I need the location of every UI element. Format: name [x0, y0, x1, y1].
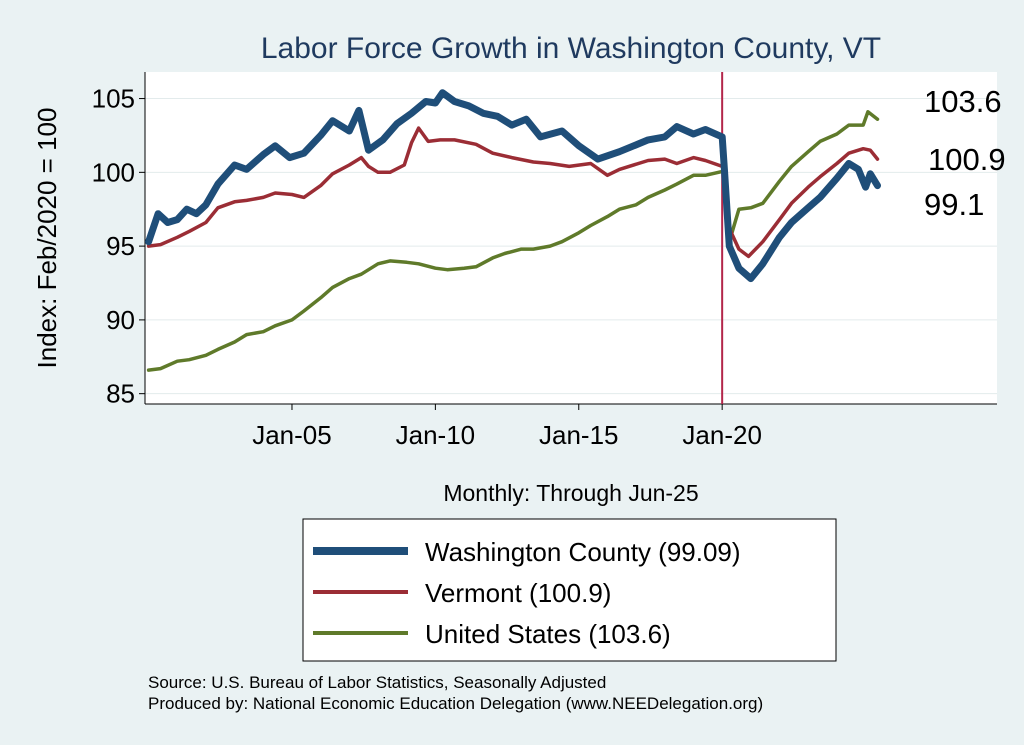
- legend-label-united-states: United States (103.6): [425, 619, 671, 649]
- end-label-washington-county: 99.1: [924, 187, 984, 222]
- series-line-vermont: [146, 126, 880, 259]
- source-note: Source: U.S. Bureau of Labor Statistics,…: [148, 673, 606, 692]
- y-tick-label: 95: [106, 231, 135, 261]
- y-tick-label: 85: [106, 379, 135, 409]
- x-tick-label: Jan-15: [539, 420, 619, 450]
- series-line-united-states: [146, 110, 880, 372]
- y-tick-label: 100: [92, 157, 135, 187]
- gridlines: [145, 98, 997, 395]
- end-label-united-states: 103.6: [924, 84, 1002, 119]
- x-tick-label: Jan-20: [682, 420, 762, 450]
- end-labels: 99.1 100.9 103.6: [924, 84, 1006, 222]
- series-lines: [145, 89, 881, 372]
- axes: [144, 72, 997, 405]
- x-tick-label: Jan-05: [252, 420, 332, 450]
- producer-note: Produced by: National Economic Education…: [148, 694, 763, 713]
- chart-title: Labor Force Growth in Washington County,…: [261, 32, 881, 65]
- legend: Washington County (99.09) Vermont (100.9…: [302, 518, 837, 662]
- legend-label-vermont: Vermont (100.9): [425, 578, 611, 608]
- y-tick-label: 105: [92, 84, 135, 114]
- end-label-vermont: 100.9: [928, 142, 1006, 177]
- x-axis-label: Monthly: Through Jun-25: [443, 480, 698, 506]
- y-axis-label: Index: Feb/2020 = 100: [32, 108, 62, 369]
- y-tick-label: 90: [106, 305, 135, 335]
- y-ticks: 85 90 95 100 105: [92, 84, 145, 409]
- series-line-washington-county: [145, 89, 881, 283]
- x-ticks: Jan-05 Jan-10 Jan-15 Jan-20: [252, 404, 762, 450]
- legend-label-washington: Washington County (99.09): [425, 537, 741, 567]
- x-tick-label: Jan-10: [396, 420, 476, 450]
